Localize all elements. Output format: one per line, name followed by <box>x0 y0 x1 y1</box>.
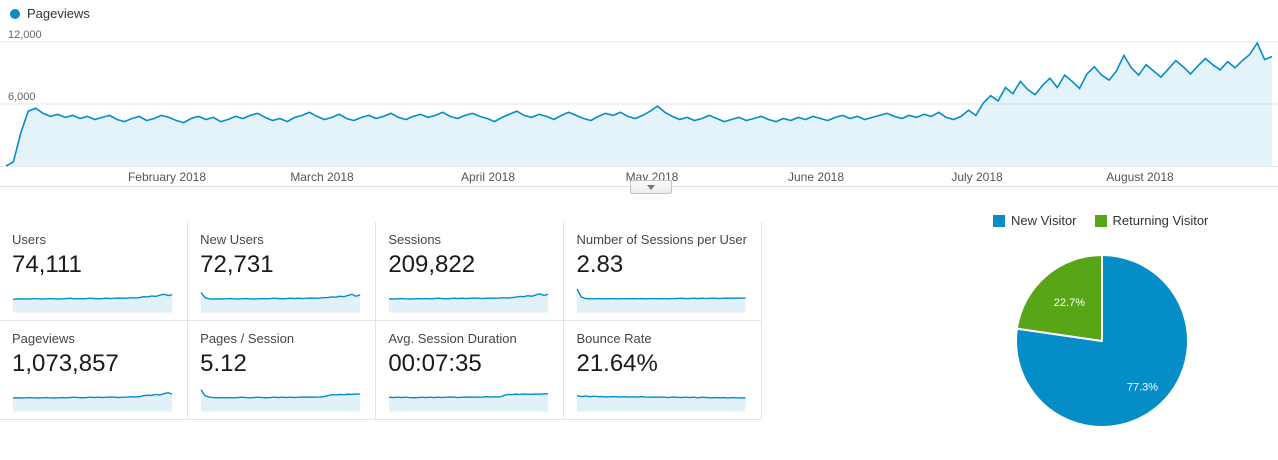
pie-legend: New Visitor Returning Visitor <box>993 213 1208 228</box>
visitor-type-pie-chart[interactable]: 77.3% 22.7% <box>1012 251 1192 431</box>
metric-value: 1,073,857 <box>12 350 119 377</box>
metric-sparkline <box>12 392 173 413</box>
metric-value: 209,822 <box>388 251 476 278</box>
metric-card-sessions: Sessions 209,822 <box>376 222 565 321</box>
x-axis-label: June 2018 <box>787 170 845 184</box>
metric-card-avg-session-duration: Avg. Session Duration 00:07:35 <box>376 321 565 420</box>
returning-visitor-swatch-icon <box>1094 214 1107 227</box>
new-visitor-swatch-icon <box>993 214 1005 227</box>
metric-sparkline <box>389 293 549 314</box>
legend-item-returning-visitor: Returning Visitor <box>1094 213 1209 228</box>
metric-label: Sessions <box>388 232 442 247</box>
x-axis-label: February 2018 <box>127 170 207 184</box>
metric-sparkline <box>389 393 549 413</box>
legend-item-label: New Visitor <box>1011 213 1077 228</box>
metric-label: Users <box>12 232 46 247</box>
pie-slice-label: 77.3% <box>1127 382 1158 394</box>
series-line <box>5 41 1273 167</box>
y-axis-tick: 6,000 <box>8 91 36 103</box>
metric-value: 72,731 <box>200 251 274 278</box>
metric-sparkline <box>200 389 361 413</box>
metric-label: Bounce Rate <box>576 331 652 346</box>
metric-value: 5.12 <box>200 350 247 377</box>
metrics-grid: Users 74,111 New Users 72,731 Sessions 2… <box>0 222 762 420</box>
metric-label: Number of Sessions per User <box>576 232 747 247</box>
pageviews-area-chart[interactable] <box>0 30 1278 168</box>
legend-label: Pageviews <box>27 6 90 21</box>
y-axis-tick: 12,000 <box>8 29 42 41</box>
metric-value: 74,111 <box>12 251 82 278</box>
x-axis-label: July 2018 <box>951 170 1003 184</box>
metric-card-pages-per-session: Pages / Session 5.12 <box>188 321 377 420</box>
legend-dot-icon <box>10 8 20 19</box>
metric-value: 21.64% <box>576 350 658 377</box>
legend-item-label: Returning Visitor <box>1112 213 1209 228</box>
metric-card-new-users: New Users 72,731 <box>188 222 377 321</box>
metric-card-users: Users 74,111 <box>0 222 189 321</box>
legend-item-new-visitor: New Visitor <box>993 213 1077 228</box>
pie-slice-label: 22.7% <box>1054 297 1085 309</box>
metric-label: Pageviews <box>12 331 75 346</box>
x-axis-label: April 2018 <box>460 170 516 184</box>
metric-label: Avg. Session Duration <box>388 331 517 346</box>
expand-chart-button[interactable] <box>630 180 672 194</box>
area-fill <box>6 43 1272 166</box>
metric-value: 00:07:35 <box>388 350 482 377</box>
metric-label: Pages / Session <box>200 331 295 346</box>
metric-card-pageviews: Pageviews 1,073,857 <box>0 321 189 420</box>
metric-sparkline <box>200 292 361 314</box>
x-axis-label: August 2018 <box>1106 170 1174 184</box>
metric-card-sessions-per-user: Number of Sessions per User 2.83 <box>564 222 762 321</box>
chevron-down-icon <box>647 184 655 190</box>
x-axis-label: March 2018 <box>290 170 354 184</box>
metric-sparkline <box>577 395 746 413</box>
metric-sparkline <box>12 293 173 314</box>
pie-slice-returning-visitor[interactable] <box>1015 254 1103 342</box>
pageviews-legend[interactable]: Pageviews <box>10 6 90 21</box>
metric-sparkline <box>576 289 746 314</box>
metric-card-bounce-rate: Bounce Rate 21.64% <box>564 321 762 420</box>
metric-label: New Users <box>200 232 264 247</box>
metric-value: 2.83 <box>576 251 624 278</box>
